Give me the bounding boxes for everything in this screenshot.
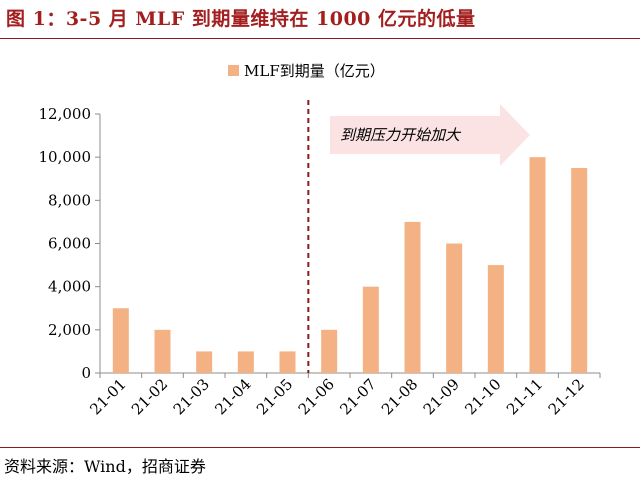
title-rule	[0, 38, 640, 39]
y-tick-label: 4,000	[48, 278, 91, 296]
x-tick-label: 21-12	[545, 375, 588, 418]
x-tick-label: 21-07	[336, 375, 379, 418]
x-tick-label: 21-09	[420, 375, 463, 418]
x-tick-label: 21-10	[461, 375, 504, 418]
bar-21-05	[279, 351, 296, 373]
x-tick-label: 21-11	[503, 375, 546, 418]
pressure-arrow	[330, 104, 530, 166]
x-tick-label: 21-08	[378, 375, 421, 418]
bar-21-02	[154, 329, 171, 373]
bar-21-09	[446, 243, 463, 373]
y-tick-label: 10,000	[39, 148, 92, 166]
bar-21-04	[237, 351, 254, 373]
legend-swatch	[228, 65, 239, 76]
x-tick-label: 21-02	[128, 375, 171, 418]
y-tick-label: 6,000	[48, 235, 91, 253]
y-tick-label: 8,000	[48, 191, 91, 209]
x-tick-label: 21-05	[253, 375, 296, 418]
annotation-label: 到期压力开始加大	[340, 126, 462, 144]
source-note: 资料来源：Wind，招商证券	[4, 457, 206, 476]
bar-21-11	[529, 157, 546, 373]
x-tick-label: 21-03	[170, 375, 213, 418]
x-tick-label: 21-06	[295, 375, 338, 418]
figure-title: 图 1：3-5 月 MLF 到期量维持在 1000 亿元的低量	[6, 8, 476, 30]
bar-21-08	[404, 221, 421, 373]
source-rule	[0, 447, 640, 448]
bar-21-10	[487, 265, 504, 373]
y-tick-label: 2,000	[48, 321, 91, 339]
legend-label: MLF到期量（亿元）	[244, 62, 385, 80]
bar-21-07	[362, 286, 379, 373]
y-tick-label: 12,000	[39, 105, 92, 123]
bar-21-06	[321, 329, 338, 373]
bar-21-03	[196, 351, 213, 373]
y-tick-label: 0	[81, 364, 91, 382]
x-tick-label: 21-01	[86, 375, 129, 418]
bar-21-12	[571, 167, 588, 373]
x-tick-label: 21-04	[211, 375, 254, 418]
bar-21-01	[112, 308, 129, 373]
